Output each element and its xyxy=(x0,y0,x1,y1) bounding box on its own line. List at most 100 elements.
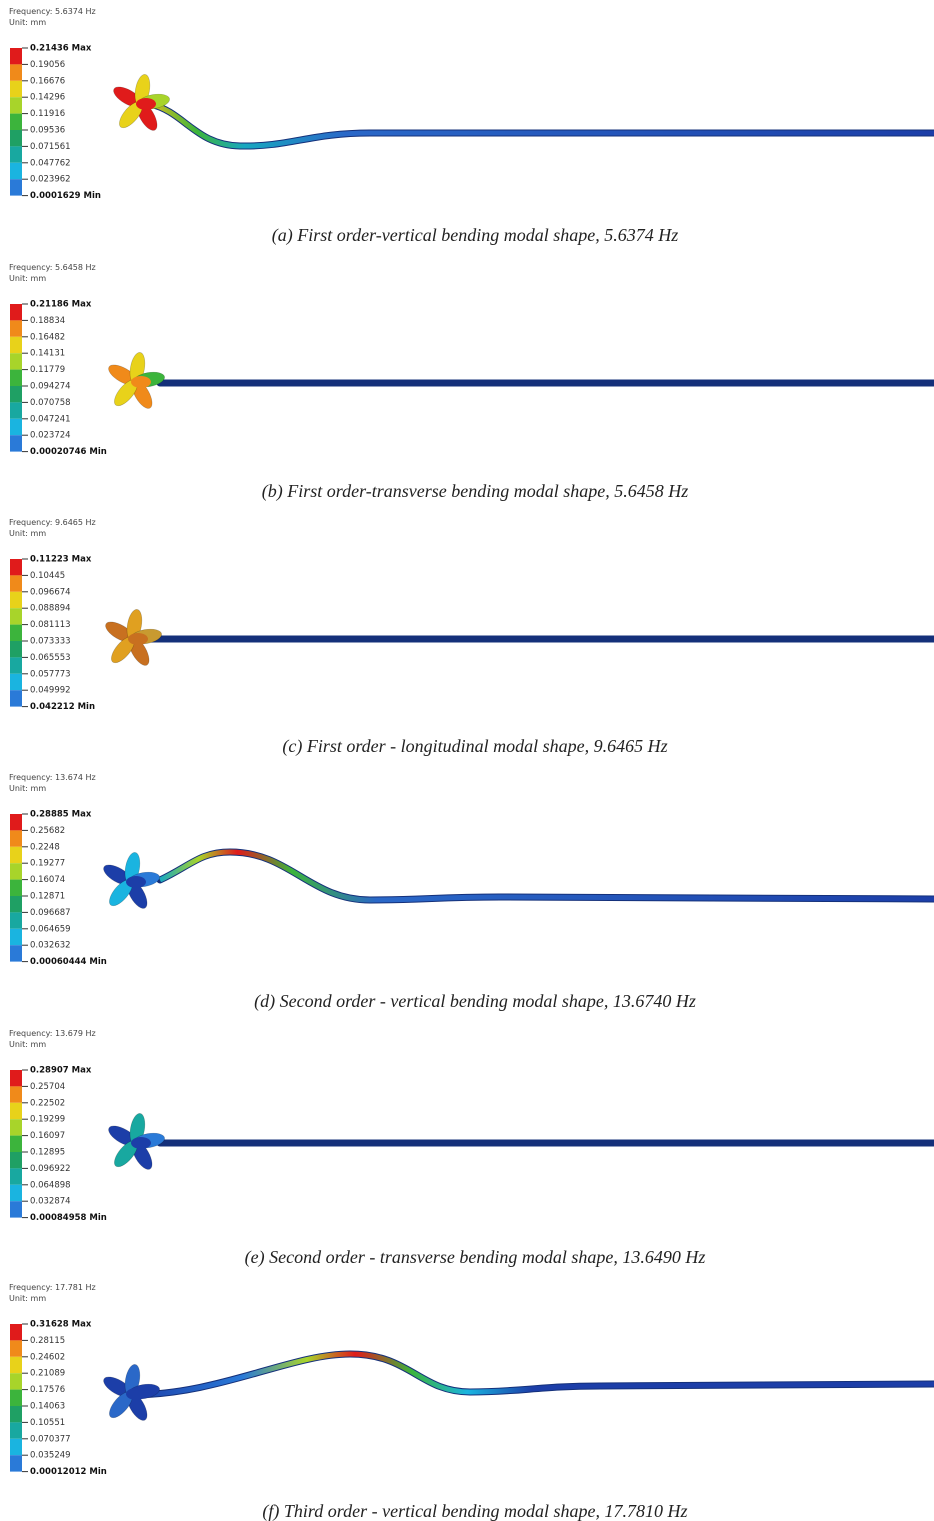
legend-swatch xyxy=(10,896,22,912)
legend-label: 0.042212 Min xyxy=(30,702,95,712)
legend-swatch xyxy=(10,1324,22,1340)
legend-label: 0.023724 xyxy=(30,431,71,441)
legend-swatch xyxy=(10,419,22,435)
legend-swatch xyxy=(10,114,22,130)
legend-label: 0.070377 xyxy=(30,1434,71,1444)
legend-swatch xyxy=(10,435,22,451)
legend-swatch xyxy=(10,179,22,195)
legend-swatch xyxy=(10,847,22,863)
legend-swatch xyxy=(10,402,22,418)
legend-label: 0.071561 xyxy=(30,142,71,152)
legend-label: 0.31628 Max xyxy=(30,1320,92,1330)
frequency: Frequency: 9.6465 Hz xyxy=(9,518,96,527)
legend-label: 0.14063 xyxy=(30,1402,65,1412)
legend-label: 0.0001629 Min xyxy=(30,191,101,201)
frequency: Frequency: 5.6458 Hz xyxy=(9,263,96,272)
shaft xyxy=(160,852,934,900)
legend-label: 0.21436 Max xyxy=(30,44,92,54)
propeller-hub xyxy=(126,876,146,888)
legend-label: 0.064898 xyxy=(30,1180,71,1190)
legend-label: 0.28115 xyxy=(30,1336,65,1346)
legend-label: 0.10551 xyxy=(30,1418,65,1428)
legend-swatch xyxy=(10,1422,22,1438)
legend-label: 0.049992 xyxy=(30,686,71,696)
legend-label: 0.21186 Max xyxy=(30,300,92,310)
legend-swatch xyxy=(10,1168,22,1184)
legend-swatch xyxy=(10,97,22,113)
legend-swatch xyxy=(10,81,22,97)
legend-swatch xyxy=(10,657,22,673)
legend-swatch xyxy=(10,1185,22,1201)
legend-label: 0.19299 xyxy=(30,1115,65,1125)
propeller-hub xyxy=(131,1137,151,1149)
legend-label: 0.11916 xyxy=(30,109,65,119)
legend-swatch xyxy=(10,1152,22,1168)
legend-swatch xyxy=(10,830,22,846)
propeller-hub xyxy=(131,376,151,388)
shaft xyxy=(130,1354,934,1395)
legend-label: 0.11223 Max xyxy=(30,555,92,565)
legend-swatch xyxy=(10,370,22,386)
legend-label: 0.16676 xyxy=(30,76,65,86)
propeller-hub xyxy=(126,1388,146,1400)
legend-swatch xyxy=(10,1439,22,1455)
legend-swatch xyxy=(10,625,22,641)
legend-swatch xyxy=(10,608,22,624)
caption: (a) First order-vertical bending modal s… xyxy=(272,225,678,246)
legend-swatch xyxy=(10,320,22,336)
legend-label: 0.064659 xyxy=(30,924,71,934)
legend-label: 0.12871 xyxy=(30,892,65,902)
legend-swatch xyxy=(10,1406,22,1422)
frequency: Frequency: 17.781 Hz xyxy=(9,1283,96,1292)
legend-label: 0.25704 xyxy=(30,1082,65,1092)
caption: (e) Second order - transverse bending mo… xyxy=(245,1247,706,1268)
legend-label: 0.070758 xyxy=(30,398,71,408)
legend-label: 0.094274 xyxy=(30,382,71,392)
legend-swatch xyxy=(10,1103,22,1119)
unit: Unit: mm xyxy=(9,784,46,793)
legend-swatch xyxy=(10,146,22,162)
legend-swatch xyxy=(10,929,22,945)
legend-label: 0.00020746 Min xyxy=(30,447,107,457)
legend-label: 0.047762 xyxy=(30,158,71,168)
legend-label: 0.11779 xyxy=(30,365,65,375)
legend-swatch xyxy=(10,1340,22,1356)
legend-swatch xyxy=(10,690,22,706)
legend-label: 0.12895 xyxy=(30,1148,65,1158)
legend-swatch xyxy=(10,1455,22,1471)
caption: (f) Third order - vertical bending modal… xyxy=(262,1501,687,1521)
legend-swatch xyxy=(10,559,22,575)
legend-swatch xyxy=(10,1086,22,1102)
legend-swatch xyxy=(10,337,22,353)
legend-label: 0.00012012 Min xyxy=(30,1467,107,1477)
page: {"panels": [ {"frequency": "Frequency: 5… xyxy=(0,0,934,1521)
legend-label: 0.19056 xyxy=(30,60,65,70)
legend-label: 0.14296 xyxy=(30,93,65,103)
legend-swatch xyxy=(10,674,22,690)
legend-swatch xyxy=(10,48,22,64)
legend-swatch xyxy=(10,945,22,961)
legend-label: 0.032632 xyxy=(30,941,71,951)
shaft xyxy=(150,104,934,146)
legend-label: 0.073333 xyxy=(30,637,71,647)
unit: Unit: mm xyxy=(9,1294,46,1303)
legend-swatch xyxy=(10,1201,22,1217)
legend-label: 0.17576 xyxy=(30,1385,65,1395)
panel: Frequency: 17.781 Hz Unit: mm 0.31628 Max 0… xyxy=(9,1276,934,1521)
legend-label: 0.19277 xyxy=(30,859,65,869)
legend-label: 0.032874 xyxy=(30,1197,71,1207)
legend-swatch xyxy=(10,64,22,80)
caption: (c) First order - longitudinal modal sha… xyxy=(282,736,667,757)
legend-swatch xyxy=(10,1373,22,1389)
legend-label: 0.096687 xyxy=(30,908,71,918)
legend-label: 0.10445 xyxy=(30,571,65,581)
frequency: Frequency: 13.679 Hz xyxy=(9,1029,96,1038)
caption: (b) First order-transverse bending modal… xyxy=(262,481,688,502)
legend-label: 0.035249 xyxy=(30,1451,71,1461)
frequency: Frequency: 13.674 Hz xyxy=(9,773,96,782)
legend-swatch xyxy=(10,592,22,608)
legend-label: 0.2248 xyxy=(30,842,60,852)
